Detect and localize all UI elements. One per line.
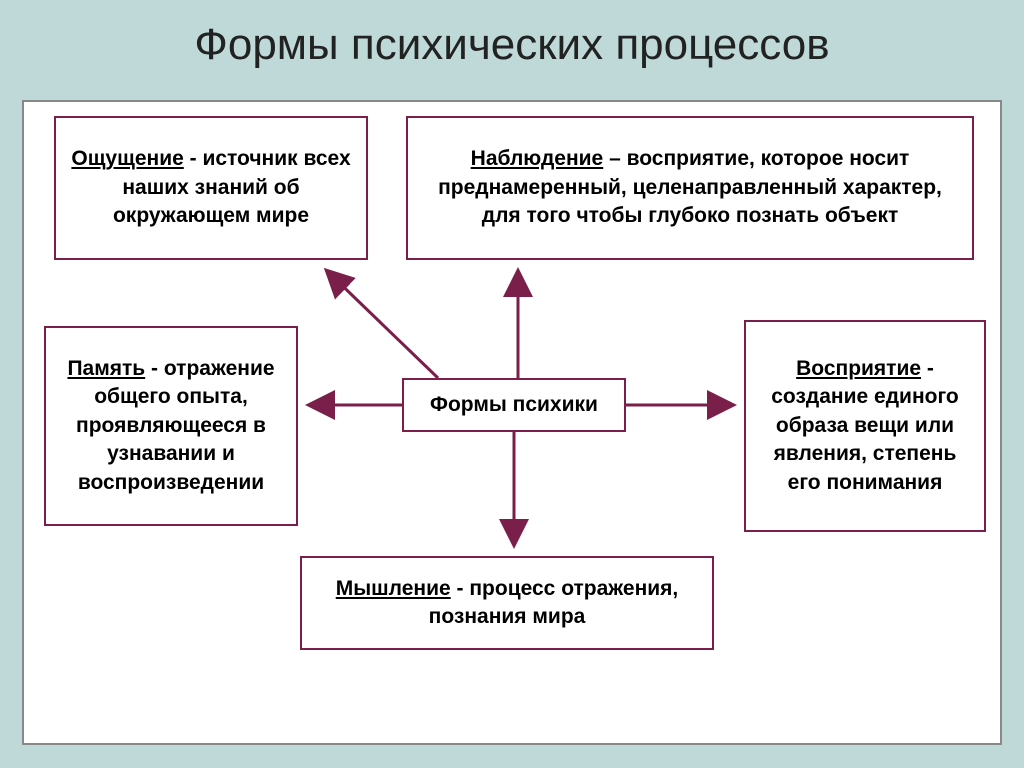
center-node: Формы психики xyxy=(402,378,626,432)
diagram-canvas: Формы психики Ощущение - источник всех на… xyxy=(22,100,1002,745)
slide-title: Формы психических процессов xyxy=(0,20,1024,70)
slide: Формы психических процессов Формы психик… xyxy=(0,0,1024,768)
node-term: Наблюдение xyxy=(471,147,604,170)
arrow xyxy=(326,270,438,378)
node-term: Мышление xyxy=(336,577,451,600)
node-term: Ощущение xyxy=(71,147,183,170)
node-text: - процесс отражения, познания мира xyxy=(429,577,679,628)
node-sensation: Ощущение - источник всех наших знаний об… xyxy=(54,116,368,260)
node-text: Формы психики xyxy=(430,393,598,416)
node-perception: Восприятие - создание единого образа вещ… xyxy=(744,320,986,532)
node-thinking: Мышление - процесс отражения, познания м… xyxy=(300,556,714,650)
node-term: Восприятие xyxy=(796,357,921,380)
node-term: Память xyxy=(67,357,145,380)
node-memory: Память - отражение общего опыта, проявля… xyxy=(44,326,298,526)
node-observation: Наблюдение – восприятие, которое носит п… xyxy=(406,116,974,260)
